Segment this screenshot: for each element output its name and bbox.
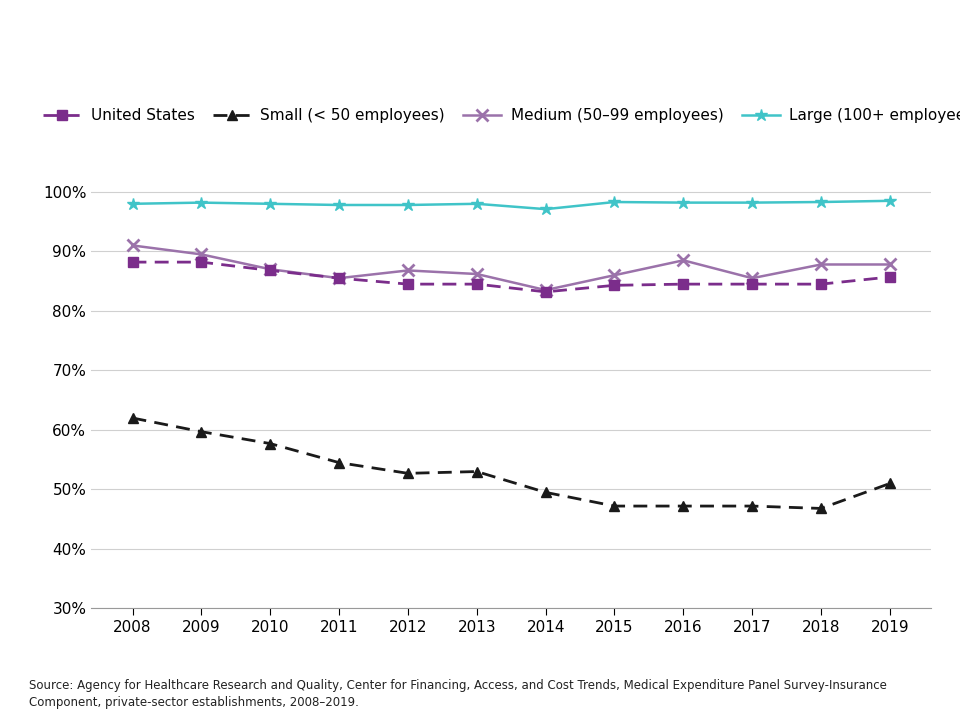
Ellipse shape	[799, 0, 958, 179]
Legend: United States, Small (< 50 employees), Medium (50–99 employees), Large (100+ emp: United States, Small (< 50 employees), M…	[37, 102, 960, 129]
Text: Source: Agency for Healthcare Research and Quality, Center for Financing, Access: Source: Agency for Healthcare Research a…	[29, 679, 887, 709]
Text: Figure 3. Offer rate: Percentage of private-sector employees in
establishments t: Figure 3. Offer rate: Percentage of priv…	[73, 27, 772, 102]
